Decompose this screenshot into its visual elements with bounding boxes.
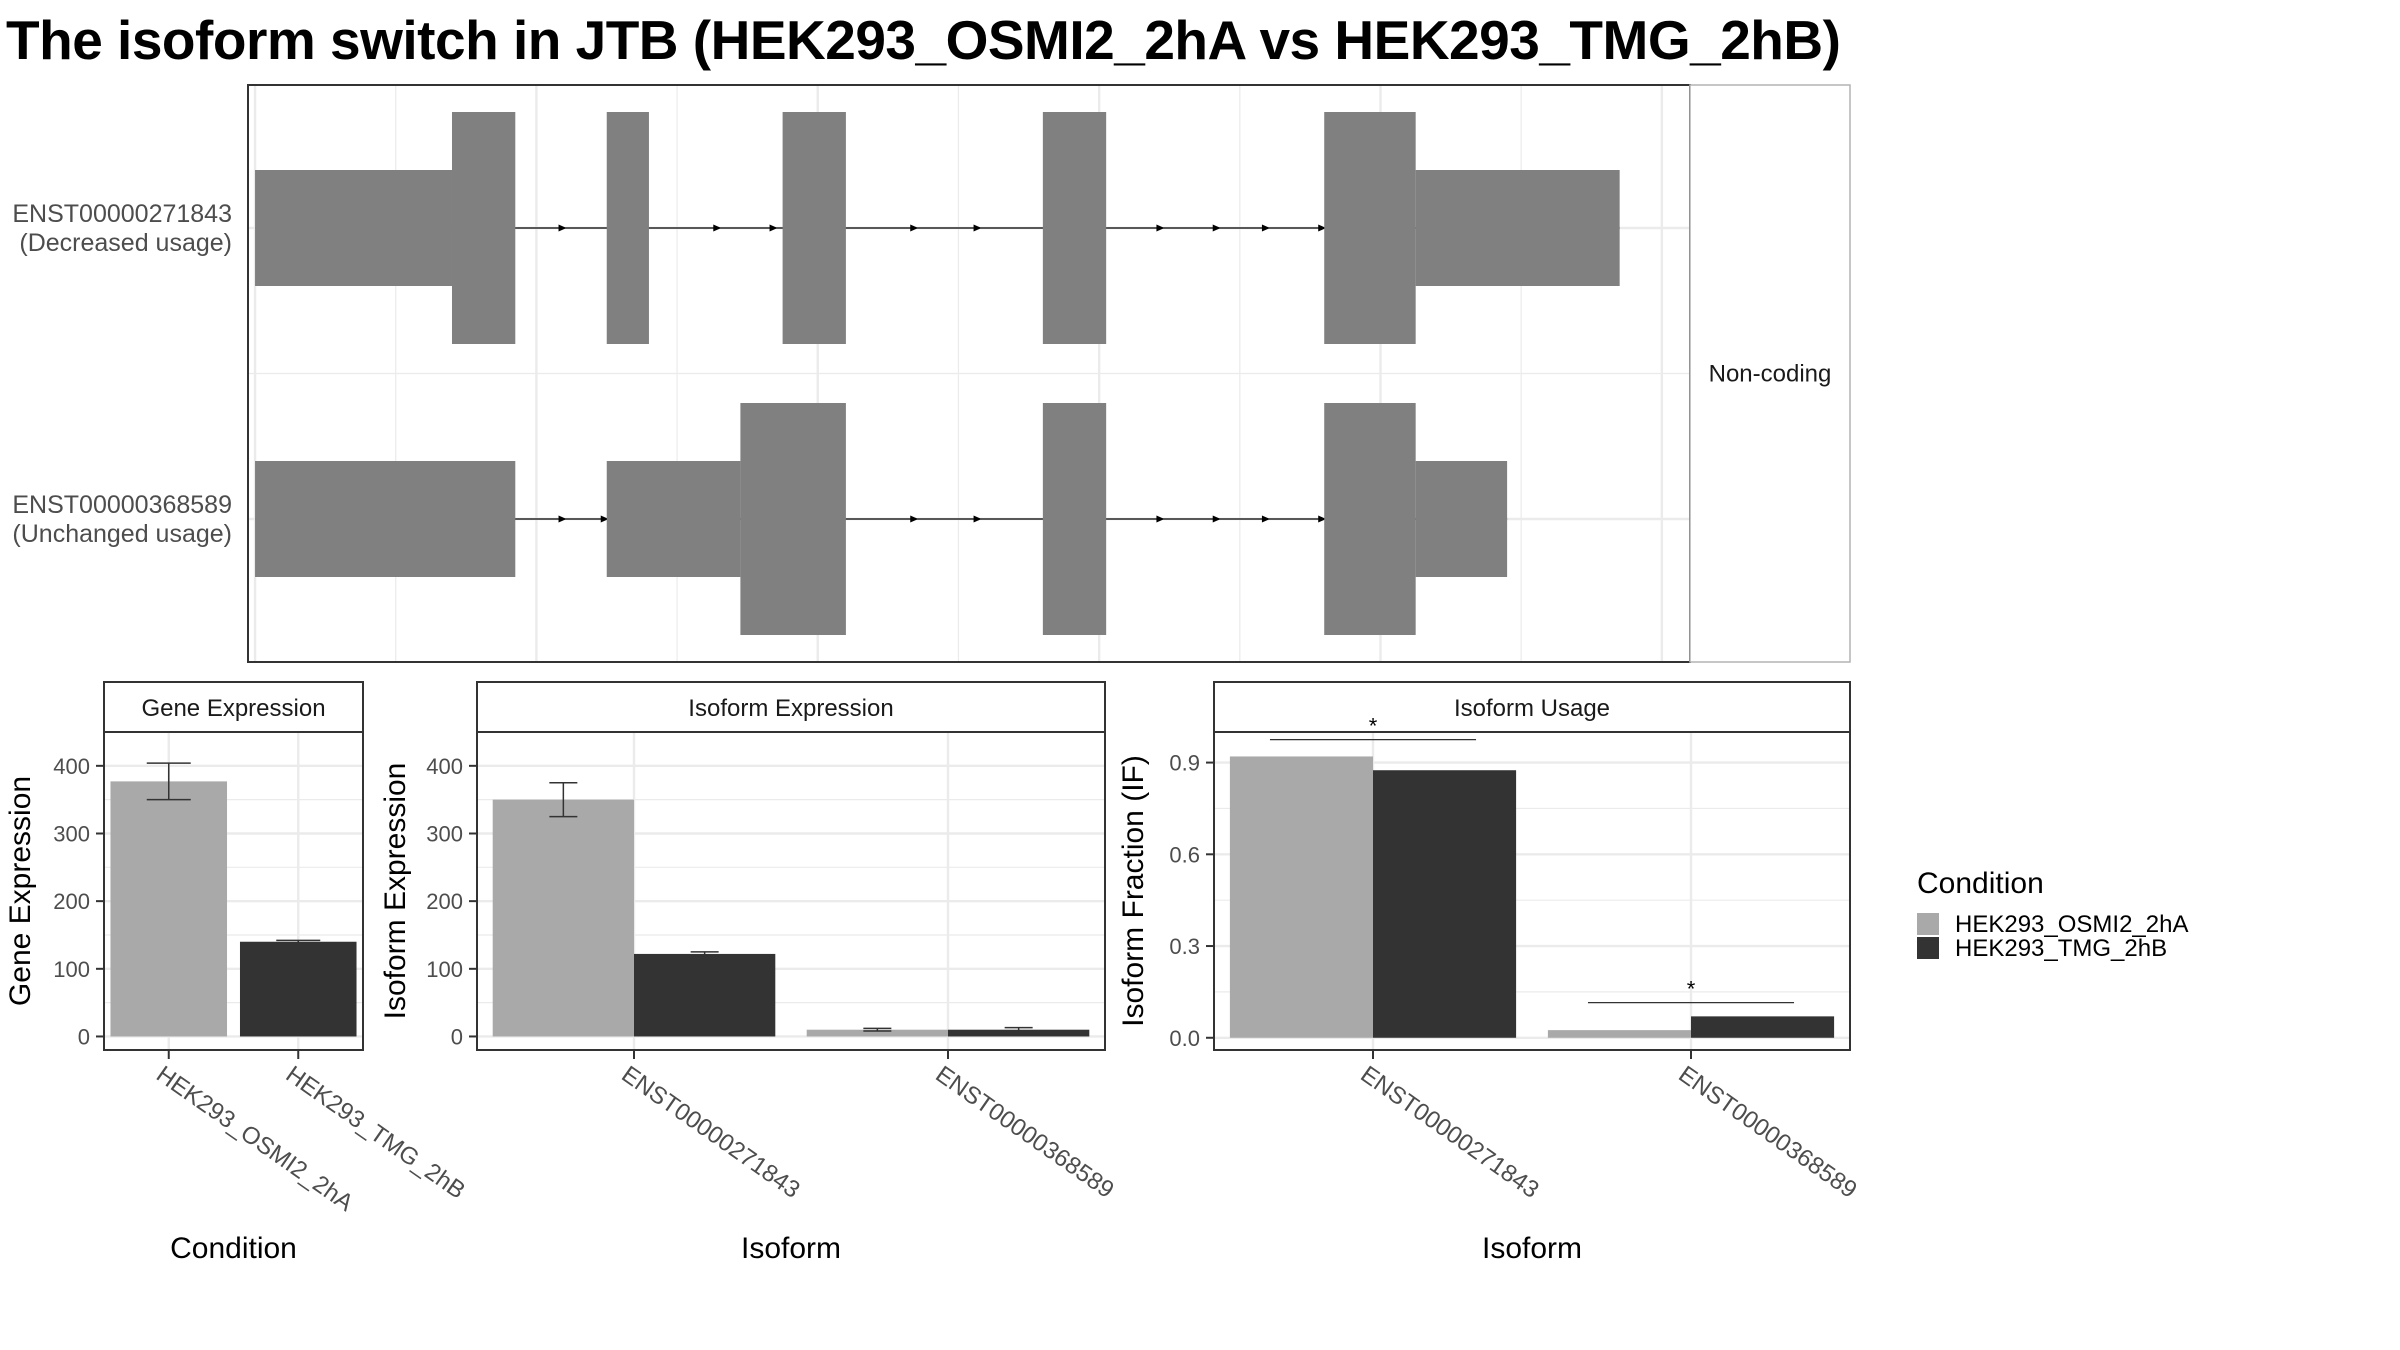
x-tick-label: ENST00000368589 — [931, 1061, 1119, 1204]
figure-title: The isoform switch in JTB (HEK293_OSMI2_… — [6, 9, 1841, 71]
x-axis-title: Isoform — [1482, 1232, 1582, 1265]
panel-strip-label: Isoform Expression — [688, 695, 893, 722]
panel-border — [476, 731, 1106, 1051]
x-tick-label: ENST00000368589 — [1674, 1061, 1862, 1204]
intron-direction-arrow — [1318, 515, 1327, 523]
intron-direction-arrow — [1261, 515, 1270, 523]
intron-direction-arrow — [713, 224, 722, 232]
intron-direction-arrow — [558, 224, 567, 232]
intron-direction-arrow — [1318, 224, 1327, 232]
x-tick-label: ENST00000271843 — [617, 1061, 805, 1204]
bar — [1547, 1030, 1691, 1038]
bar — [1373, 770, 1517, 1038]
isoform-expression-panel: Isoform Expression 0 100 200 300 400 ENST00000… — [379, 681, 1119, 1265]
significance-star: * — [1369, 714, 1378, 739]
bar — [806, 1029, 948, 1037]
y-tick-label: 200 — [53, 889, 90, 914]
intron-direction-arrow — [1212, 515, 1221, 523]
panel-strip-label: Gene Expression — [141, 695, 325, 722]
coding-exon — [1042, 112, 1107, 344]
bar — [948, 1029, 1090, 1037]
intron-direction-arrow — [910, 224, 919, 232]
y-tick-label: 0.3 — [1169, 934, 1200, 959]
bar — [634, 953, 776, 1037]
intron-direction-arrow — [1156, 515, 1165, 523]
legend-swatch — [1917, 937, 1939, 959]
coding-exon — [740, 403, 846, 635]
y-axis-title: Gene Expression — [4, 776, 37, 1006]
coding-exon — [606, 112, 649, 344]
bar — [110, 781, 228, 1037]
intron-direction-arrow — [973, 515, 982, 523]
y-tick-label: 0 — [451, 1024, 463, 1049]
intron-direction-arrow — [973, 224, 982, 232]
legend-label: HEK293_TMG_2hB — [1955, 935, 2167, 962]
x-axis-title: Isoform — [741, 1232, 841, 1265]
bar — [1691, 1016, 1835, 1038]
utr-exon — [255, 170, 452, 286]
y-tick-label: 300 — [426, 821, 463, 846]
legend-swatch — [1917, 913, 1939, 935]
utr-exon — [1415, 461, 1508, 577]
y-tick-label: 400 — [426, 754, 463, 779]
y-tick-label: 0.9 — [1169, 751, 1200, 776]
utr-exon — [255, 461, 516, 577]
utr-exon — [1415, 170, 1620, 286]
bar — [239, 941, 357, 1037]
y-tick-label: 100 — [426, 957, 463, 982]
intron-direction-arrow — [769, 224, 778, 232]
intron-direction-arrow — [600, 515, 609, 523]
panel-strip — [103, 681, 364, 733]
intron-direction-arrow — [910, 515, 919, 523]
panel-strip — [1213, 681, 1851, 733]
panel-border — [1213, 731, 1851, 1051]
panel-strip-label: Isoform Usage — [1454, 695, 1610, 722]
transcript-label: ENST00000271843 — [12, 200, 232, 228]
intron-direction-arrow — [558, 515, 567, 523]
intron-direction-arrow — [1212, 224, 1221, 232]
y-axis-title: Isoform Fraction (IF) — [1117, 755, 1150, 1027]
x-tick-label: ENST00000271843 — [1356, 1061, 1544, 1204]
transcript-label: ENST00000368589 — [12, 491, 232, 519]
intron-direction-arrow — [1261, 224, 1270, 232]
y-tick-label: 0.0 — [1169, 1026, 1200, 1051]
y-tick-label: 400 — [53, 754, 90, 779]
coding-exon — [451, 112, 516, 344]
intron-direction-arrow — [1156, 224, 1165, 232]
transcript-usage-label: (Unchanged usage) — [12, 520, 232, 548]
legend-label: HEK293_OSMI2_2hA — [1955, 911, 2188, 938]
transcript-structure-panel: ENST00000271843(Decreased usage) ENST0000… — [12, 84, 1851, 663]
utr-exon — [606, 461, 741, 577]
x-axis-title: Condition — [170, 1232, 297, 1265]
y-axis-title: Isoform Expression — [379, 763, 412, 1020]
coding-exon — [1324, 112, 1416, 344]
coding-exon — [1324, 403, 1416, 635]
coding-exon — [1042, 403, 1107, 635]
transcript-usage-label: (Decreased usage) — [19, 229, 232, 257]
significance-star: * — [1687, 977, 1696, 1002]
facet-strip-label: Non-coding — [1709, 361, 1832, 388]
y-tick-label: 200 — [426, 889, 463, 914]
facet-strip — [1689, 84, 1851, 663]
bar — [492, 799, 634, 1037]
y-tick-label: 100 — [53, 957, 90, 982]
coding-exon — [782, 112, 846, 344]
isoform-usage-panel: Isoform Usage * * 0.0 0.3 0.6 0.9 ENST000002718… — [1117, 681, 1862, 1265]
panel-border — [103, 731, 364, 1051]
y-tick-label: 300 — [53, 821, 90, 846]
y-tick-label: 0.6 — [1169, 842, 1200, 867]
y-tick-label: 0 — [78, 1024, 90, 1049]
legend-title: Condition — [1917, 867, 2044, 900]
bar — [1229, 756, 1373, 1038]
panel-strip — [476, 681, 1106, 733]
